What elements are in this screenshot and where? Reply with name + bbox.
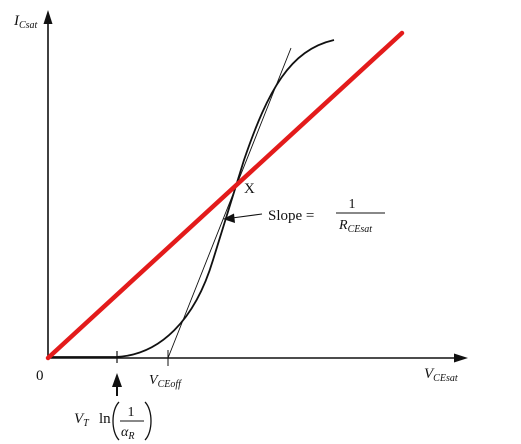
vceoff-label: VCEoff bbox=[149, 373, 182, 390]
slope-numerator: 1 bbox=[349, 197, 356, 212]
threshold-numerator: 1 bbox=[128, 405, 135, 420]
tangent-line bbox=[167, 47, 292, 359]
y-axis-label: ICsat bbox=[13, 13, 38, 31]
left-paren bbox=[112, 401, 120, 441]
intersection-label: X bbox=[244, 181, 255, 197]
characteristic-curve bbox=[48, 39, 335, 358]
slope-leader-arrowhead bbox=[223, 213, 235, 223]
axes bbox=[43, 10, 468, 363]
slope-leader bbox=[231, 213, 263, 219]
slope-denominator: RCEsat bbox=[338, 218, 372, 235]
right-paren bbox=[144, 401, 152, 441]
threshold-denominator: αR bbox=[121, 425, 134, 442]
x-axis-arrowhead bbox=[454, 353, 468, 363]
x-axis-label: VCEsat bbox=[424, 366, 458, 384]
slope-equation: Slope = 1 RCEsat bbox=[268, 197, 385, 235]
resistance-line bbox=[45, 30, 405, 361]
threshold-vt: VT bbox=[74, 411, 90, 429]
origin-label: 0 bbox=[36, 368, 44, 384]
threshold-expression: VT ln 1 αR bbox=[74, 401, 152, 442]
threshold-arrowhead bbox=[112, 373, 122, 387]
y-axis-arrowhead bbox=[43, 10, 53, 24]
slope-prefix: Slope = bbox=[268, 208, 314, 224]
threshold-ln: ln bbox=[99, 411, 111, 427]
